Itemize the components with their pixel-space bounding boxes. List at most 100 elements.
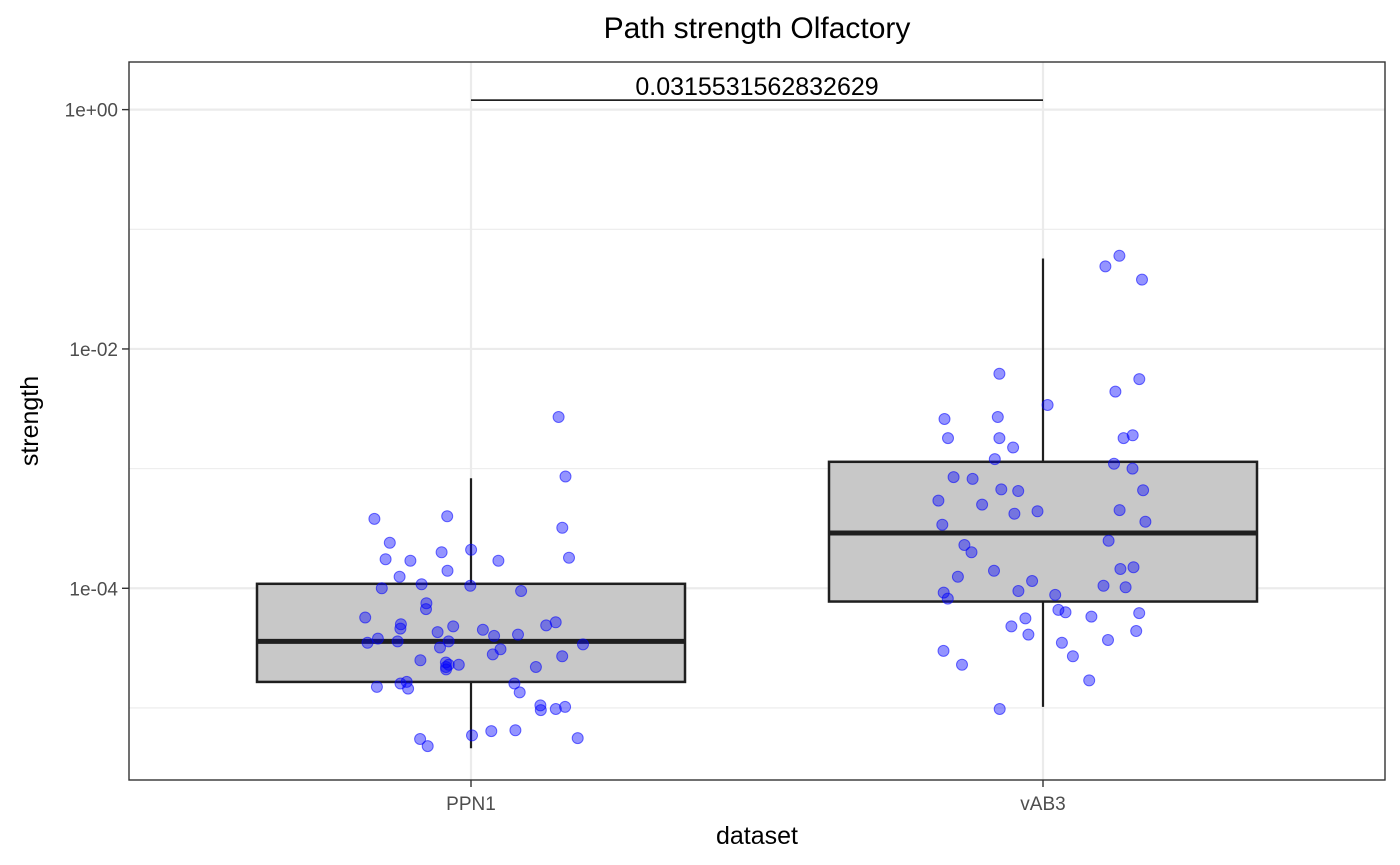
data-point [375,582,388,595]
data-point [371,632,384,645]
data-point [404,554,417,567]
data-point [1031,505,1044,518]
data-point [486,648,499,661]
data-point [932,494,945,507]
data-point [556,650,569,663]
data-point [1136,273,1148,286]
p-value-label: 0.0315531562832629 [635,73,878,101]
data-point [1133,373,1146,386]
data-point [466,729,478,742]
data-point [1114,563,1127,575]
jitter-points [359,249,1152,753]
data-point [442,635,455,648]
data-point [1083,674,1096,687]
data-point [976,498,989,511]
data-point [1108,457,1120,470]
data-point [1117,432,1130,445]
data-point [1052,603,1065,616]
data-point [540,619,553,632]
y-axis-title: strength [16,376,44,466]
data-point [571,732,584,745]
data-point [1119,581,1132,594]
data-point [549,703,562,715]
data-point [1099,260,1112,273]
data-point [1049,588,1062,601]
data-point [1007,441,1020,454]
data-point [440,663,453,676]
data-point [508,677,521,690]
data-point [1113,249,1126,262]
data-point [577,638,589,651]
data-point [1097,579,1110,592]
data-point [1130,625,1143,637]
data-point [441,510,454,523]
data-point [464,579,477,592]
data-point [1022,628,1035,641]
data-point [391,635,404,648]
data-point [965,546,978,559]
data-point [414,654,427,667]
data-point [937,586,950,599]
data-point [534,704,547,717]
data-point [1066,650,1079,663]
data-point [936,518,949,531]
data-point [1126,429,1139,442]
data-point [1137,484,1150,497]
data-point [492,554,505,567]
data-point [1055,636,1068,649]
data-point [383,536,396,549]
data-point [441,564,454,577]
data-point [452,658,465,671]
data-point [509,724,522,737]
data-point [552,411,565,423]
boxes [255,258,1259,749]
x-tick-label: PPN1 [446,794,496,815]
data-point [947,471,960,484]
data-point [512,628,524,641]
data-point [1012,485,1025,497]
axes: 1e+00 1e-02 1e-04 PPN1 vAB3 [65,61,1386,815]
data-point [966,472,979,485]
data-point [534,699,547,712]
x-tick-label: vAB3 [1020,794,1065,815]
data-point [402,682,415,695]
data-point [1059,606,1072,619]
data-point [951,570,964,583]
data-point [515,585,528,597]
data-point [434,641,446,654]
x-axis-title: dataset [716,822,798,850]
data-point [1085,610,1098,623]
chart-title: Path strength Olfactory [604,12,911,45]
data-point [937,644,950,657]
data-point [370,680,383,693]
data-point [465,543,478,556]
data-point [1019,612,1032,625]
data-point [513,686,526,699]
significance-annotation: 0.0315531562832629 [471,73,1043,101]
data-point [1005,620,1018,633]
data-point [379,553,392,566]
y-tick-label: 1e-02 [69,340,118,361]
data-point [942,432,954,445]
data-point [993,703,1006,715]
data-point [941,592,954,605]
data-point [1109,385,1122,398]
data-point [529,661,542,673]
data-point [394,622,407,635]
data-point [995,483,1008,496]
data-point [476,623,489,636]
data-point [447,620,460,633]
data-point [414,733,427,745]
data-point [435,546,448,559]
data-point [559,700,572,713]
data-point [359,611,372,624]
data-point [1102,634,1114,646]
data-point [988,564,1000,577]
data-point [1139,515,1152,528]
data-point [559,470,572,483]
data-point [993,432,1006,445]
data-point [415,578,428,591]
data-point [556,521,569,534]
data-point [431,626,444,639]
